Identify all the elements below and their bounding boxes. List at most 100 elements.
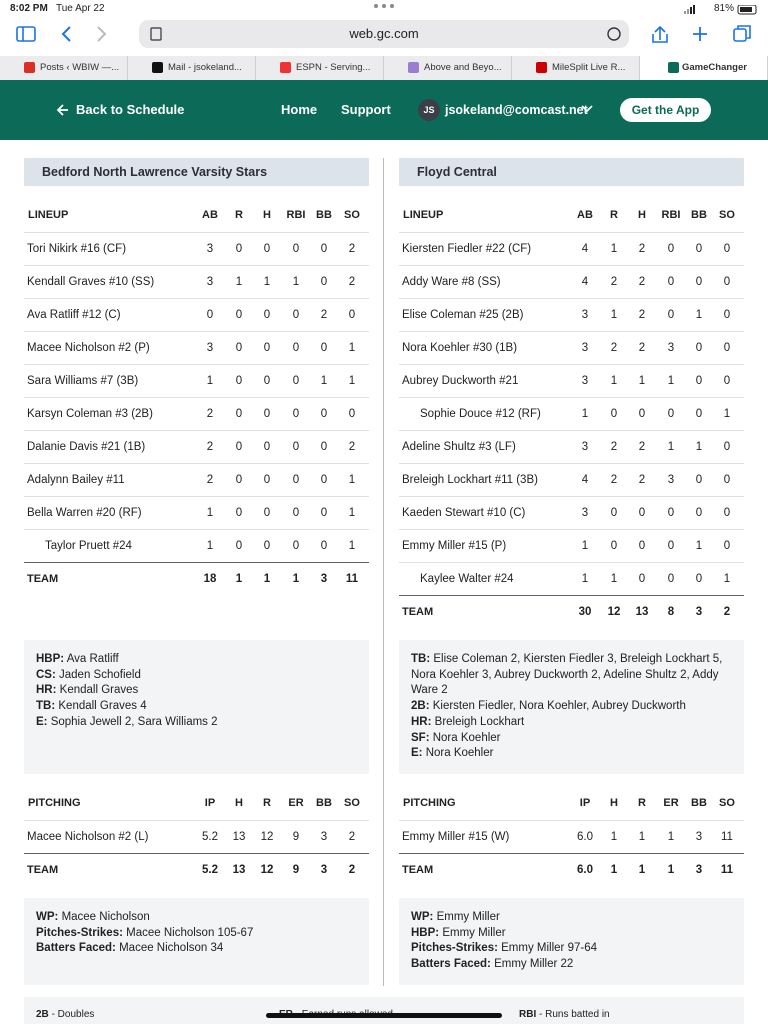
lineup-stat: 1	[610, 243, 618, 255]
back-link[interactable]: Back to Schedule	[76, 102, 185, 117]
lineup-stat: 2	[638, 441, 646, 453]
note-text: Kiersten Fiedler, Nora Koehler, Aubrey D…	[432, 700, 686, 713]
tab[interactable]: Mail - jsokeland...	[128, 56, 256, 80]
row-divider	[24, 529, 369, 530]
lineup-player[interactable]: Dalanie Davis #21 (1B)	[27, 441, 146, 453]
lineup-player[interactable]: Emmy Miller #15 (P)	[402, 540, 507, 552]
lineup-team-stat: 12	[607, 606, 621, 618]
pitching-player[interactable]: Macee Nicholson #2 (L)	[27, 831, 149, 843]
lineup-stat: 0	[235, 474, 243, 486]
lineup-player[interactable]: Adeline Shultz #3 (LF)	[402, 441, 516, 453]
new-tab[interactable]	[693, 27, 707, 41]
get-app-button[interactable]: Get the App	[620, 98, 711, 122]
lineup-stat: 0	[320, 408, 328, 420]
tab-icon	[280, 62, 291, 73]
lineup-stat: 0	[320, 441, 328, 453]
pitching-team-stat: 11	[720, 864, 734, 876]
row-divider	[24, 430, 369, 431]
lineup-player[interactable]: Karsyn Coleman #3 (2B)	[27, 408, 153, 420]
row-divider	[399, 298, 744, 299]
tab-title: MileSplit Live R...	[552, 62, 626, 73]
lineup-stat: 3	[206, 342, 214, 354]
lineup-stat: 1	[348, 342, 356, 354]
forward-button[interactable]	[97, 26, 107, 42]
browser-toolbar	[16, 20, 751, 48]
row-divider	[24, 265, 369, 266]
lineup-stat: 0	[695, 375, 703, 387]
back-button[interactable]	[61, 26, 71, 42]
lineup-player[interactable]: Kaylee Walter #24	[420, 573, 514, 585]
multitask-dots[interactable]	[372, 3, 396, 9]
row-divider	[399, 232, 744, 233]
lineup-player[interactable]: Adalynn Bailey #11	[27, 474, 125, 486]
lineup-player[interactable]: Aubrey Duckworth #21	[402, 375, 519, 387]
note-text: Emmy Miller 22	[494, 958, 574, 971]
lineup-stat: 1	[348, 540, 356, 552]
note-line: TB: Kendall Graves 4	[36, 699, 357, 715]
pitching-header: SO	[344, 797, 360, 809]
column-divider	[383, 158, 384, 986]
lineup-stat: 0	[667, 276, 675, 288]
lineup-player[interactable]: Taylor Pruett #24	[45, 540, 132, 552]
note-line: E: Sophia Jewell 2, Sara Williams 2	[36, 715, 357, 731]
tab[interactable]: ESPN - Serving...	[256, 56, 384, 80]
lineup-player[interactable]: Kiersten Fiedler #22 (CF)	[402, 243, 532, 255]
lineup-player[interactable]: Sara Williams #7 (3B)	[27, 375, 139, 387]
lineup-stat: 0	[263, 540, 271, 552]
lineup-player[interactable]: Macee Nicholson #2 (P)	[27, 342, 150, 354]
lineup-player[interactable]: Bella Warren #20 (RF)	[27, 507, 142, 519]
note-line: HBP: Ava Ratliff	[36, 652, 357, 668]
lineup-player[interactable]: Breleigh Lockhart #11 (3B)	[402, 474, 538, 486]
note-line: WP: Macee Nicholson	[36, 910, 357, 926]
lineup-player[interactable]: Elise Coleman #25 (2B)	[402, 309, 524, 321]
account-chevron[interactable]	[581, 105, 593, 113]
lineup-player[interactable]: Kendall Graves #10 (SS)	[27, 276, 155, 288]
sidebar-button[interactable]	[16, 26, 36, 42]
notes: HBP: Ava Ratliff CS: Jaden Schofield HR: K…	[36, 652, 357, 731]
lineup-player[interactable]: Addy Ware #8 (SS)	[402, 276, 501, 288]
lineup-stat: 1	[581, 540, 589, 552]
lineup-stat: 1	[206, 540, 214, 552]
account-email[interactable]: jsokeland@comcast.net	[445, 103, 588, 117]
lineup-stat: 0	[292, 474, 300, 486]
lineup-player[interactable]: Sophie Douce #12 (RF)	[420, 408, 541, 420]
pitching-team-stat: 2	[348, 864, 356, 876]
lineup-stat: 0	[638, 573, 646, 585]
support-link[interactable]: Support	[341, 102, 391, 117]
url: web.gc.com	[349, 26, 419, 41]
reload[interactable]	[607, 27, 621, 41]
lineup-stat: 0	[695, 408, 703, 420]
row-divider	[24, 298, 369, 299]
note-label: HBP:	[36, 653, 65, 665]
legend-box	[24, 997, 744, 1024]
lineup-stat: 1	[348, 375, 356, 387]
back-arrow	[56, 104, 68, 116]
lineup-stat: 3	[667, 474, 675, 486]
share[interactable]	[652, 25, 668, 43]
home-link[interactable]: Home	[281, 102, 318, 117]
address-bar[interactable]	[139, 20, 629, 48]
lineup-stat: 0	[695, 243, 703, 255]
lineup-player[interactable]: Kaeden Stewart #10 (C)	[402, 507, 526, 519]
lineup-header: LINEUP	[28, 209, 69, 221]
lineup-stat: 1	[581, 408, 589, 420]
tab[interactable]: Posts ‹ WBIW —...	[0, 56, 128, 80]
lineup-stat: 0	[638, 408, 646, 420]
tab[interactable]: Above and Beyo...	[384, 56, 512, 80]
home-indicator	[266, 1013, 502, 1018]
lineup-player[interactable]: Nora Koehler #30 (1B)	[402, 342, 518, 354]
lineup-stat: 0	[206, 309, 214, 321]
lineup-stat: 0	[667, 507, 675, 519]
lineup-team-stat: 11	[345, 573, 359, 585]
tabs-button[interactable]	[733, 28, 747, 42]
avatar[interactable]: JS	[418, 99, 440, 121]
tab[interactable]: MileSplit Live R...	[512, 56, 640, 80]
pitching-team-stat: 5.2	[202, 864, 218, 876]
tab[interactable]: GameChanger	[640, 56, 768, 80]
lineup-stat: 0	[263, 507, 271, 519]
lineup-player[interactable]: Ava Ratliff #12 (C)	[27, 309, 121, 321]
lineup-stat: 0	[695, 276, 703, 288]
pitching-player[interactable]: Emmy Miller #15 (W)	[402, 831, 510, 843]
lineup-player[interactable]: Tori Nikirk #16 (CF)	[27, 243, 127, 255]
